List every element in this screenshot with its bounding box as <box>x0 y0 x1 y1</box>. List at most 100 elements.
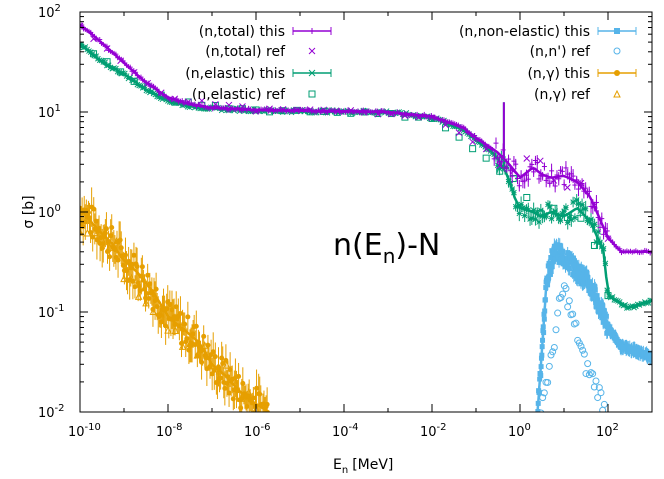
data-point <box>613 89 621 98</box>
data-point <box>150 90 157 97</box>
data-point <box>592 377 600 385</box>
data-point <box>112 236 121 245</box>
data-point <box>542 308 548 314</box>
x-tick-label: 10-6 <box>244 422 271 440</box>
plot-area <box>80 22 652 419</box>
legend-label: (n,γ) this <box>527 66 590 82</box>
data-point <box>594 293 600 299</box>
x-tick-label: 10-2 <box>420 422 447 440</box>
legend-label: (n,total) this <box>199 24 285 40</box>
data-point <box>620 302 627 309</box>
y-tick-label: 10-2 <box>38 403 65 421</box>
data-point <box>569 310 577 318</box>
data-point <box>577 342 585 350</box>
data-point <box>102 230 108 236</box>
data-point <box>131 252 137 258</box>
data-point <box>603 313 609 319</box>
data-point <box>560 248 566 254</box>
data-point <box>575 268 581 274</box>
data-point <box>225 101 233 109</box>
data-point <box>537 409 545 412</box>
data-point <box>149 307 158 315</box>
data-point <box>604 235 612 243</box>
data-point <box>230 396 236 402</box>
data-point <box>428 114 436 122</box>
data-point <box>557 242 563 248</box>
data-point <box>442 121 449 129</box>
data-point <box>541 330 547 336</box>
series-5 <box>537 282 608 412</box>
data-point <box>360 108 368 116</box>
data-point <box>535 400 541 406</box>
data-point <box>600 245 607 252</box>
data-point <box>90 228 99 237</box>
data-point <box>374 110 382 118</box>
data-point <box>103 226 109 232</box>
data-point <box>565 297 573 305</box>
data-point <box>645 300 652 306</box>
data-point <box>634 301 641 308</box>
data-point <box>539 344 545 350</box>
data-point <box>222 385 228 391</box>
data-point <box>193 350 202 359</box>
data-point <box>237 394 246 402</box>
data-point <box>562 284 570 292</box>
legend-label: (n,non-elastic) this <box>459 24 590 40</box>
data-point <box>212 354 218 360</box>
data-point <box>146 295 152 301</box>
data-point <box>90 35 97 43</box>
data-point <box>550 259 556 265</box>
data-point <box>536 157 544 165</box>
data-point <box>236 373 242 379</box>
data-point <box>266 105 273 113</box>
data-point <box>579 346 587 354</box>
data-point <box>614 28 620 34</box>
data-point <box>455 133 463 141</box>
data-point <box>117 68 125 76</box>
data-point <box>530 207 537 214</box>
data-point <box>238 405 244 411</box>
data-point <box>220 360 226 366</box>
data-point <box>602 260 609 267</box>
data-point <box>178 342 187 350</box>
data-point <box>333 107 341 115</box>
data-point <box>163 323 169 329</box>
data-point <box>566 266 572 272</box>
data-point <box>590 241 598 249</box>
data-point <box>580 350 588 358</box>
axis-ticks: 10-10 10-8 10-6 10-4 10-2 100 102 10-2 10-1 100 10… <box>38 3 652 440</box>
data-point <box>264 401 270 407</box>
data-point <box>523 193 531 201</box>
data-point <box>153 286 159 292</box>
data-point <box>536 389 542 395</box>
data-point <box>145 272 151 278</box>
data-point <box>541 316 547 322</box>
data-point <box>130 77 138 85</box>
data-point <box>535 414 540 419</box>
data-point <box>252 107 260 115</box>
legend-label: (n,n') ref <box>530 44 591 60</box>
legend-label: (n,elastic) ref <box>192 87 286 103</box>
data-point <box>571 258 577 264</box>
data-point <box>182 321 188 327</box>
data-point <box>134 292 143 300</box>
data-point <box>222 361 231 369</box>
data-point <box>587 279 593 285</box>
data-point <box>591 202 598 209</box>
data-point <box>139 264 145 270</box>
data-point <box>226 390 232 396</box>
data-point <box>536 209 544 217</box>
data-point <box>177 310 183 316</box>
data-point <box>582 370 590 378</box>
data-point <box>559 290 567 298</box>
annotation: n(En)-N <box>333 228 440 268</box>
y-tick-label: 100 <box>38 203 61 221</box>
data-point <box>171 326 180 335</box>
data-point <box>496 167 504 175</box>
data-point <box>388 110 395 118</box>
data-point <box>538 373 544 379</box>
data-point <box>532 216 539 222</box>
data-point <box>587 369 595 377</box>
data-point <box>591 221 598 228</box>
